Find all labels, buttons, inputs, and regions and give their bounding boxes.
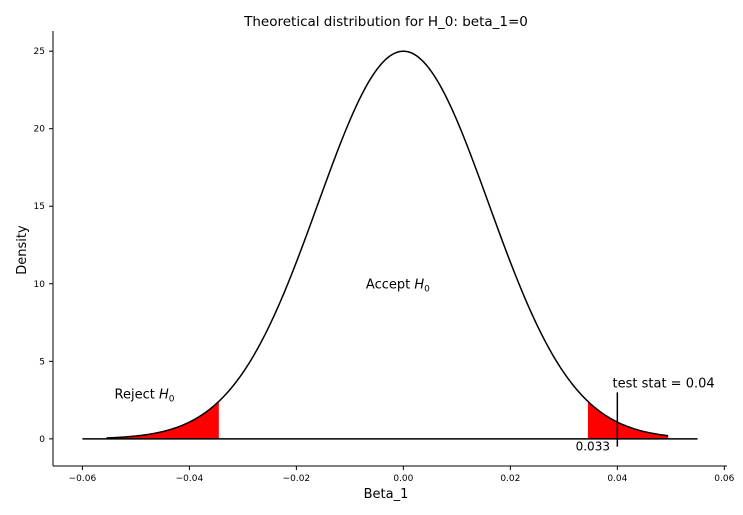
y-tick-label: 25 [34,47,45,57]
annotation-accept: Accept H0 [366,277,430,294]
x-tick-label: 0.02 [500,474,520,484]
x-tick-label: 0.00 [393,474,413,484]
rejection-region-left [106,401,219,439]
x-axis-label: Beta_1 [364,487,409,502]
y-tick-label: 0 [39,435,45,445]
x-tick-label: 0.04 [607,474,627,484]
y-tick-label: 20 [34,125,46,135]
density-curve [106,50,669,439]
x-tick-label: 0.06 [714,474,734,484]
y-tick-label: 5 [39,357,45,367]
y-axis-label: Density [15,225,30,275]
x-ticks: −0.06 −0.04 −0.02 0.00 0.02 0.04 0.06 [69,466,735,484]
plot-area [82,50,698,447]
annotations: Reject H0 Accept H0 test stat = 0.04 0.033 [115,277,715,453]
annotation-test_stat: test stat = 0.04 [613,377,715,392]
annotation-critical: 0.033 [576,439,610,453]
annotation-reject: Reject H0 [115,388,175,405]
x-tick-label: −0.04 [176,474,204,484]
x-tick-label: −0.02 [283,474,311,484]
rejection-region-right [587,401,669,439]
y-tick-label: 15 [34,202,45,212]
x-tick-label: −0.06 [69,474,97,484]
y-ticks: 0 5 10 15 20 25 [34,47,53,445]
chart-title: Theoretical distribution for H_0: beta_1… [243,14,528,30]
y-tick-label: 10 [34,280,46,290]
